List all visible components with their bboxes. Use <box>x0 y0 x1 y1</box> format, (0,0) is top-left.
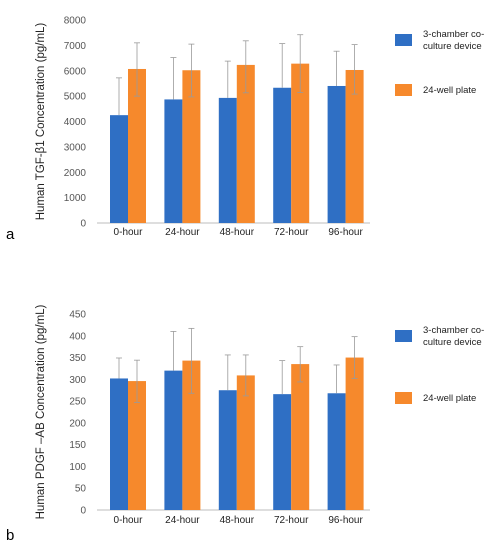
x-tick-label: 96-hour <box>328 227 363 238</box>
x-tick-label: 0-hour <box>114 515 144 526</box>
y-tick-label: 100 <box>69 462 86 473</box>
bar-device-24-hour <box>164 370 183 510</box>
bar-device-72-hour <box>273 87 292 223</box>
bar-device-96-hour <box>327 393 346 510</box>
bar-plate-96-hour <box>345 69 364 224</box>
x-tick-label: 0-hour <box>114 227 144 238</box>
bar-device-72-hour <box>273 394 292 510</box>
bar-device-96-hour <box>327 85 346 223</box>
y-axis-label: Human PDGF –AB Concentration (pg/mL) <box>35 304 47 519</box>
x-tick-label: 96-hour <box>328 515 363 526</box>
chart-panel-a: 0 1000 2000 3000 4000 5000 6000 7000 8000 Human T… <box>6 16 484 244</box>
bar-plate-48-hour <box>236 375 255 510</box>
legend-swatch <box>395 84 412 96</box>
y-tick-label: 0 <box>80 506 86 517</box>
bar-plate-0-hour <box>128 381 146 510</box>
panel-label: a <box>6 226 15 243</box>
legend-swatch <box>395 330 412 342</box>
legend-swatch <box>395 34 412 46</box>
y-tick-label: 4000 <box>64 117 87 128</box>
panel-label: b <box>6 527 14 544</box>
bar-device-0-hour <box>110 115 128 223</box>
x-tick-label: 72-hour <box>274 227 309 238</box>
bar-device-48-hour <box>218 97 237 223</box>
x-tick-label: 72-hour <box>274 515 309 526</box>
bar-plate-72-hour <box>291 364 310 510</box>
y-tick-label: 8000 <box>64 16 87 27</box>
y-tick-label: 5000 <box>64 92 87 103</box>
y-tick-label: 7000 <box>64 41 87 52</box>
x-tick-label: 48-hour <box>220 227 255 238</box>
y-tick-label: 1000 <box>64 193 87 204</box>
y-tick-label: 2000 <box>64 168 87 179</box>
y-tick-label: 6000 <box>64 66 87 77</box>
bar-plate-72-hour <box>291 63 310 223</box>
legend-label: 3-chamber co- <box>423 325 484 336</box>
bar-device-24-hour <box>164 99 183 223</box>
y-tick-label: 200 <box>69 418 86 429</box>
y-tick-label: 150 <box>69 440 86 451</box>
legend-label: culture device <box>423 41 482 52</box>
bar-plate-24-hour <box>182 360 201 510</box>
y-tick-label: 50 <box>75 484 87 495</box>
bar-plate-96-hour <box>345 357 364 510</box>
y-tick-label: 300 <box>69 375 86 386</box>
bar-plate-0-hour <box>128 68 146 223</box>
y-tick-label: 350 <box>69 353 86 364</box>
y-tick-label: 250 <box>69 397 86 408</box>
legend-label: 24-well plate <box>423 85 476 96</box>
bar-device-48-hour <box>218 390 237 510</box>
bar-plate-24-hour <box>182 70 201 224</box>
x-tick-label: 48-hour <box>220 515 255 526</box>
legend-label: 24-well plate <box>423 393 476 404</box>
x-tick-label: 24-hour <box>165 515 200 526</box>
x-tick-label: 24-hour <box>165 227 200 238</box>
y-tick-label: 0 <box>80 219 86 230</box>
y-tick-label: 400 <box>69 331 86 342</box>
legend-swatch <box>395 392 412 404</box>
legend-label: 3-chamber co- <box>423 29 484 40</box>
chart-panel-b: 0 50 100 150 200 250 300 350 400 450 Human PDGF –A… <box>6 304 484 544</box>
bar-device-0-hour <box>110 378 128 510</box>
y-tick-label: 3000 <box>64 142 87 153</box>
y-axis-label: Human TGF-β1 Concentration (pg/mL) <box>35 23 47 221</box>
y-tick-label: 450 <box>69 310 86 321</box>
bar-plate-48-hour <box>236 64 255 223</box>
legend-label: culture device <box>423 337 482 348</box>
